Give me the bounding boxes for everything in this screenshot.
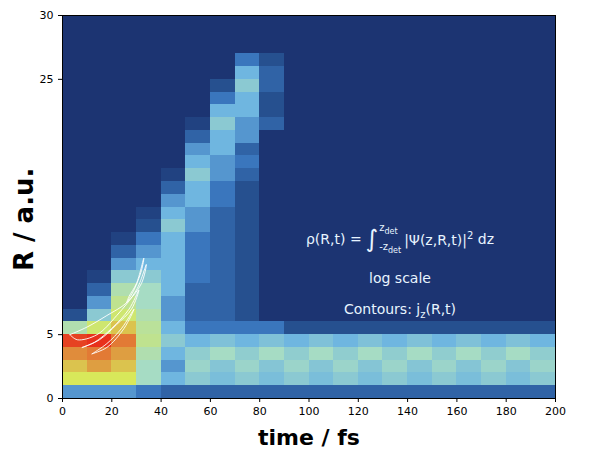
svg-text:25: 25 <box>40 73 54 86</box>
svg-text:180: 180 <box>496 405 517 418</box>
svg-text:30: 30 <box>40 9 54 22</box>
svg-text:80: 80 <box>253 405 267 418</box>
svg-text:120: 120 <box>348 405 369 418</box>
svg-text:0: 0 <box>59 405 66 418</box>
html-text:ρ(R,t) =∫: ρ(R,t) =∫ <box>306 224 379 253</box>
svg-text:time / fs: time / fs <box>258 425 360 450</box>
svg-text:200: 200 <box>545 405 566 418</box>
html-text:-zdet: -zdet <box>379 241 402 256</box>
svg-text:100: 100 <box>299 405 320 418</box>
html-text:zdet: zdet <box>379 222 398 236</box>
svg-text:0: 0 <box>47 392 54 405</box>
svg-text:160: 160 <box>446 405 467 418</box>
svg-text:140: 140 <box>397 405 418 418</box>
html-text:log scale: log scale <box>369 270 431 286</box>
svg-text:5: 5 <box>47 328 54 341</box>
svg-text:40: 40 <box>154 405 168 418</box>
svg-text:R / a.u.: R / a.u. <box>9 168 39 271</box>
html-text:Contours: jz(R,t): Contours: jz(R,t) <box>344 300 456 320</box>
svg-text:20: 20 <box>105 405 119 418</box>
svg-text:60: 60 <box>203 405 217 418</box>
html-text:|Ψ(z,R,t)|2dz: |Ψ(z,R,t)|2dz <box>404 229 494 248</box>
